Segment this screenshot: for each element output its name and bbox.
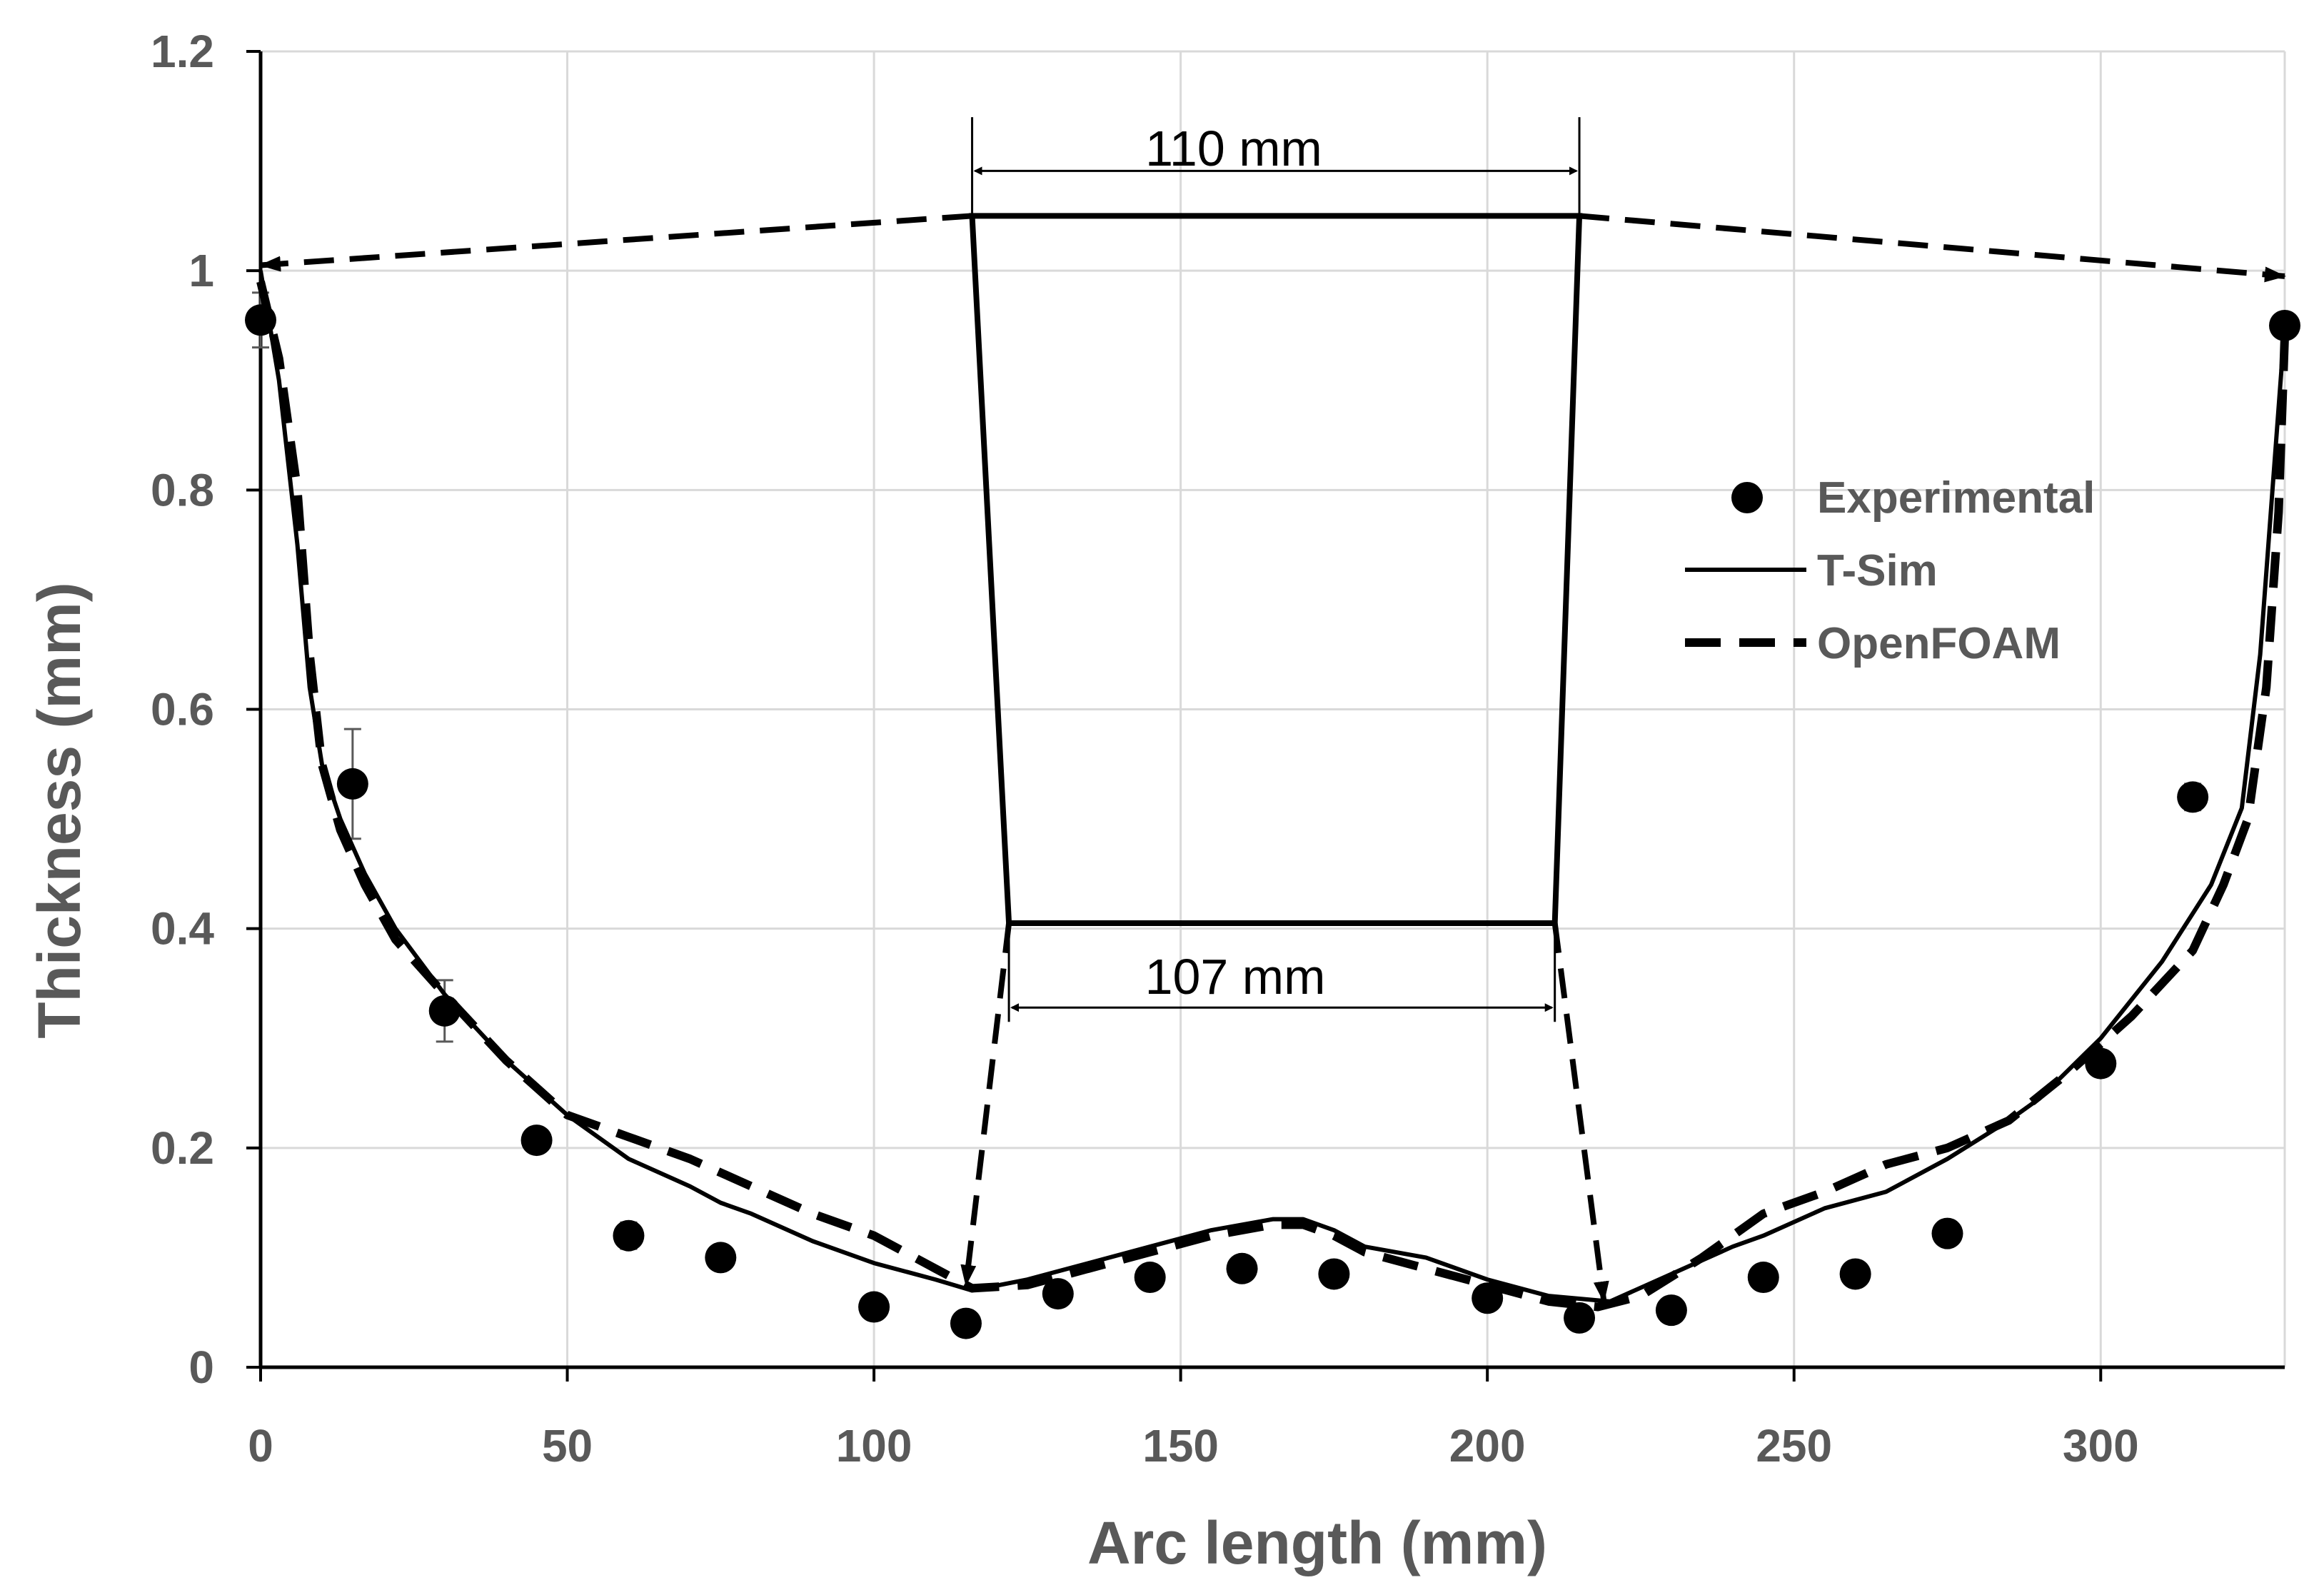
data-point-experimental	[1042, 1278, 1074, 1310]
data-point-experimental	[858, 1291, 890, 1323]
x-tick-label-200: 200	[1449, 1420, 1526, 1471]
data-point-experimental	[1747, 1262, 1779, 1294]
annotation-110mm: 110 mm	[1145, 121, 1322, 176]
series-layer	[245, 270, 2300, 1339]
legend-label-experimental: Experimental	[1817, 473, 2095, 523]
series-line-t-sim	[258, 270, 2287, 1304]
axes	[246, 50, 2285, 1382]
y-tick-label-0.6: 0.6	[151, 684, 214, 735]
x-tick-label-100: 100	[836, 1420, 912, 1471]
y-tick-label-1: 1	[188, 245, 214, 296]
tick-labels: 0 50 100 150 200 250 300 0 0.2 0.4 0.6 0.8 1 1.2	[151, 26, 2139, 1471]
data-point-experimental	[1226, 1252, 1258, 1284]
legend-label-openfoam: OpenFOAM	[1817, 619, 2061, 668]
x-tick-label-300: 300	[2063, 1420, 2139, 1471]
data-point-experimental	[950, 1307, 982, 1339]
y-tick-label-1.2: 1.2	[151, 26, 214, 77]
grid-lines	[259, 50, 2286, 1369]
legend	[1685, 482, 1806, 647]
x-tick-label-250: 250	[1756, 1420, 1832, 1471]
data-point-experimental	[705, 1242, 737, 1274]
inset-annotation	[259, 117, 2286, 1303]
y-tick-label-0.2: 0.2	[151, 1122, 214, 1174]
dashed-arrow-0	[960, 922, 1012, 1287]
dashed-arrow-1	[1551, 922, 1609, 1303]
x-tick-label-150: 150	[1142, 1420, 1219, 1471]
legend-label-t-sim: T-Sim	[1817, 546, 1938, 595]
data-point-experimental	[1318, 1258, 1350, 1290]
x-tick-label-0: 0	[248, 1420, 273, 1471]
data-point-experimental	[336, 768, 368, 800]
y-tick-label-0.8: 0.8	[151, 464, 214, 515]
data-point-experimental	[1839, 1258, 1871, 1290]
series-line-openfoam	[256, 281, 2289, 1312]
data-point-experimental	[2177, 781, 2209, 813]
y-tick-label-0: 0	[188, 1342, 214, 1393]
legend-marker-experimental	[1731, 482, 1763, 513]
data-point-experimental	[1931, 1217, 1963, 1249]
data-point-experimental	[1655, 1294, 1687, 1327]
data-point-experimental	[520, 1124, 553, 1157]
dashed-guide-right	[1579, 213, 2286, 283]
x-tick-label-50: 50	[542, 1420, 593, 1471]
annotation-107mm: 107 mm	[1145, 949, 1326, 1005]
x-axis-title: Arc length (mm)	[1087, 1509, 1547, 1576]
data-point-experimental	[613, 1219, 645, 1252]
data-point-experimental	[1134, 1262, 1166, 1294]
dashed-guide-left	[259, 213, 972, 272]
y-axis-title: Thickness (mm)	[26, 582, 93, 1039]
y-tick-label-0.4: 0.4	[151, 903, 214, 955]
data-point-experimental	[1564, 1302, 1596, 1334]
